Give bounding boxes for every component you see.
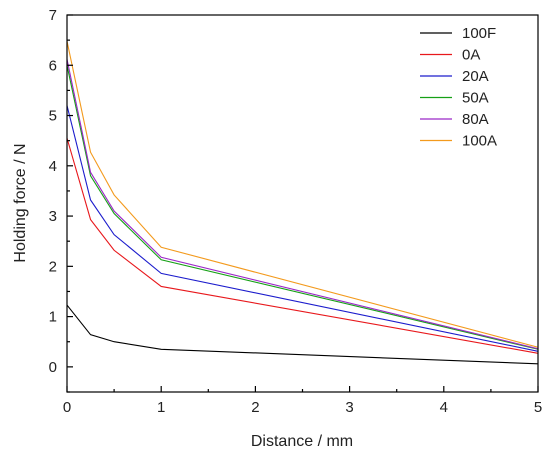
x-tick-label: 5 xyxy=(534,399,542,416)
y-tick-label: 7 xyxy=(49,7,57,24)
y-tick-label: 1 xyxy=(49,309,57,326)
series-line-80a xyxy=(66,59,539,350)
series-line-100f xyxy=(66,304,539,365)
y-axis-title: Holding force / N xyxy=(12,143,29,262)
legend-label: 100F xyxy=(462,25,496,42)
y-tick-label: 5 xyxy=(49,108,57,125)
y-tick-label: 6 xyxy=(49,57,57,74)
y-tick-label: 0 xyxy=(49,359,57,376)
y-axis-ticks: 0 1 2 3 4 5 6 7 xyxy=(49,7,73,393)
series-line-20a xyxy=(66,105,539,352)
x-tick-label: 3 xyxy=(345,399,353,416)
series-line-0a xyxy=(66,137,539,354)
legend: 100F 0A 20A 50A 80A 100A xyxy=(420,25,497,150)
y-tick-label: 3 xyxy=(49,208,57,225)
x-tick-label: 4 xyxy=(440,399,448,416)
legend-label: 20A xyxy=(462,68,489,85)
x-tick-label: 0 xyxy=(63,399,71,416)
y-tick-label: 2 xyxy=(49,258,57,275)
legend-label: 80A xyxy=(462,111,489,128)
y-tick-label: 4 xyxy=(49,158,57,175)
legend-label: 0A xyxy=(462,47,480,64)
x-axis-title: Distance / mm xyxy=(251,433,353,450)
x-axis-ticks: 0 1 2 3 4 5 xyxy=(63,386,542,416)
legend-label: 100A xyxy=(462,133,497,150)
legend-label: 50A xyxy=(462,90,489,107)
series-layer xyxy=(66,41,539,365)
series-line-100a xyxy=(66,41,539,348)
x-tick-label: 2 xyxy=(251,399,259,416)
x-tick-label: 1 xyxy=(157,399,165,416)
series-line-50a xyxy=(66,65,539,350)
